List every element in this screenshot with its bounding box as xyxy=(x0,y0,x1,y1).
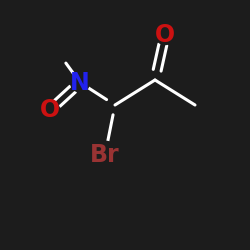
Circle shape xyxy=(70,73,90,92)
Text: Br: Br xyxy=(90,143,120,167)
Text: O: O xyxy=(40,98,60,122)
Text: O: O xyxy=(155,23,175,47)
Text: N: N xyxy=(70,70,90,94)
Circle shape xyxy=(156,26,174,44)
Circle shape xyxy=(40,100,60,119)
Circle shape xyxy=(91,141,119,169)
